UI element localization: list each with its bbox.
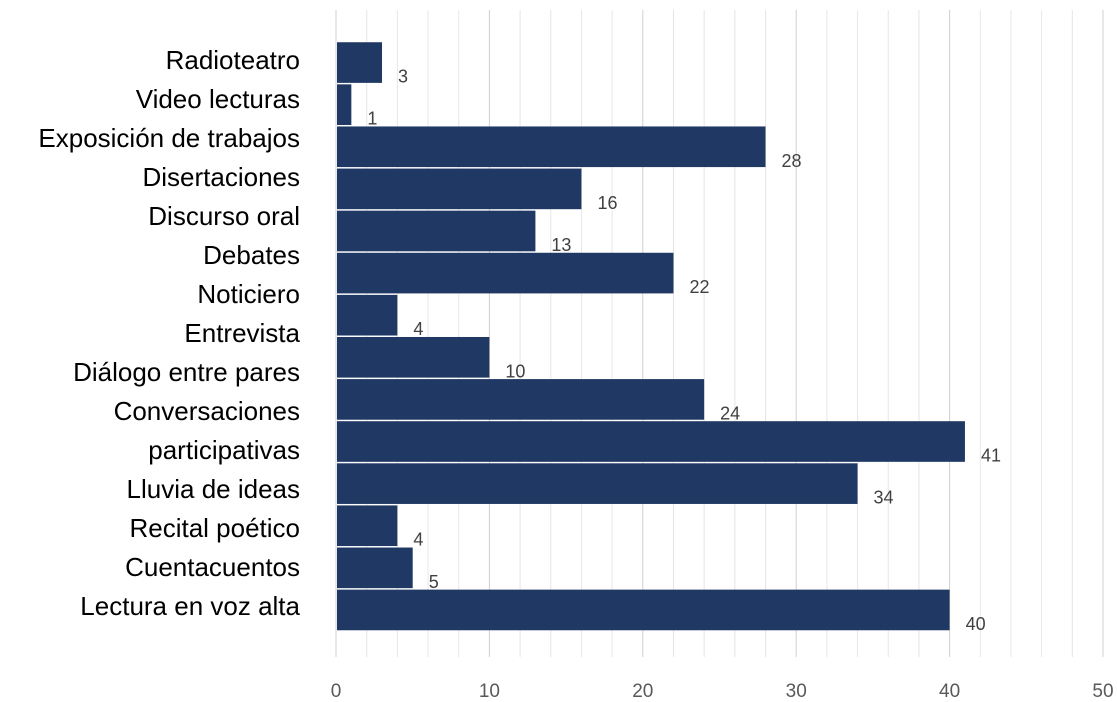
x-tick-label: 40 <box>939 681 960 702</box>
x-tick-label: 10 <box>479 681 500 702</box>
x-tick-label: 0 <box>331 681 342 702</box>
bar <box>337 463 858 504</box>
x-tick-label: 30 <box>786 681 807 702</box>
bar <box>337 421 965 462</box>
bar-value-label: 1 <box>367 109 377 129</box>
category-label: Noticiero <box>197 279 300 309</box>
category-label: Lluvia de ideas <box>127 474 300 504</box>
category-label: Video lecturas <box>136 84 300 114</box>
bar-value-label: 24 <box>720 403 740 423</box>
data-labels: 3 1 28 16 13 22 4 10 24 41 34 4 5 40 <box>367 67 1001 634</box>
x-tick-labels: 0 10 20 30 40 50 <box>331 681 1114 702</box>
x-tick-label: 50 <box>1092 681 1113 702</box>
category-label: Entrevista <box>184 318 300 348</box>
category-label: Exposición de trabajos <box>38 123 300 153</box>
bar-value-label: 13 <box>551 235 571 255</box>
category-label: Radioteatro <box>166 45 300 75</box>
category-label: Lectura en voz alta <box>80 591 300 621</box>
bar <box>337 505 398 547</box>
bars <box>337 42 965 631</box>
bar <box>337 126 766 168</box>
bar <box>337 294 398 336</box>
category-labels: Radioteatro Video lecturas Exposición de t… <box>38 45 300 621</box>
bar-value-label: 34 <box>874 488 894 508</box>
bar-value-label: 41 <box>981 446 1001 466</box>
category-label: Recital poético <box>129 513 300 543</box>
category-label: Discurso oral <box>148 201 300 231</box>
bar-value-label: 16 <box>597 193 617 213</box>
bar <box>337 547 413 589</box>
bar-value-label: 5 <box>429 572 439 592</box>
category-label: Disertaciones <box>142 162 300 192</box>
bar-value-label: 3 <box>398 67 408 87</box>
bar <box>337 84 352 125</box>
bar-value-label: 22 <box>689 277 709 297</box>
gridlines <box>335 10 1104 657</box>
bar-value-label: 4 <box>413 319 423 339</box>
bar <box>337 168 582 210</box>
bar <box>337 336 490 378</box>
category-label: Debates <box>203 240 300 270</box>
bar <box>337 589 950 631</box>
category-label: Diálogo entre pares <box>73 357 300 387</box>
bar-value-label: 28 <box>782 151 802 171</box>
x-tick-label: 20 <box>632 681 653 702</box>
category-label: Conversaciones <box>114 396 300 426</box>
bar <box>337 252 674 294</box>
category-label: Cuentacuentos <box>125 552 300 582</box>
bar-value-label: 4 <box>413 530 423 550</box>
bar-value-label: 40 <box>966 614 986 634</box>
bar <box>337 379 705 420</box>
bar-value-label: 10 <box>505 361 525 381</box>
category-label: participativas <box>148 435 300 465</box>
bar <box>337 210 536 252</box>
bar <box>337 42 383 83</box>
